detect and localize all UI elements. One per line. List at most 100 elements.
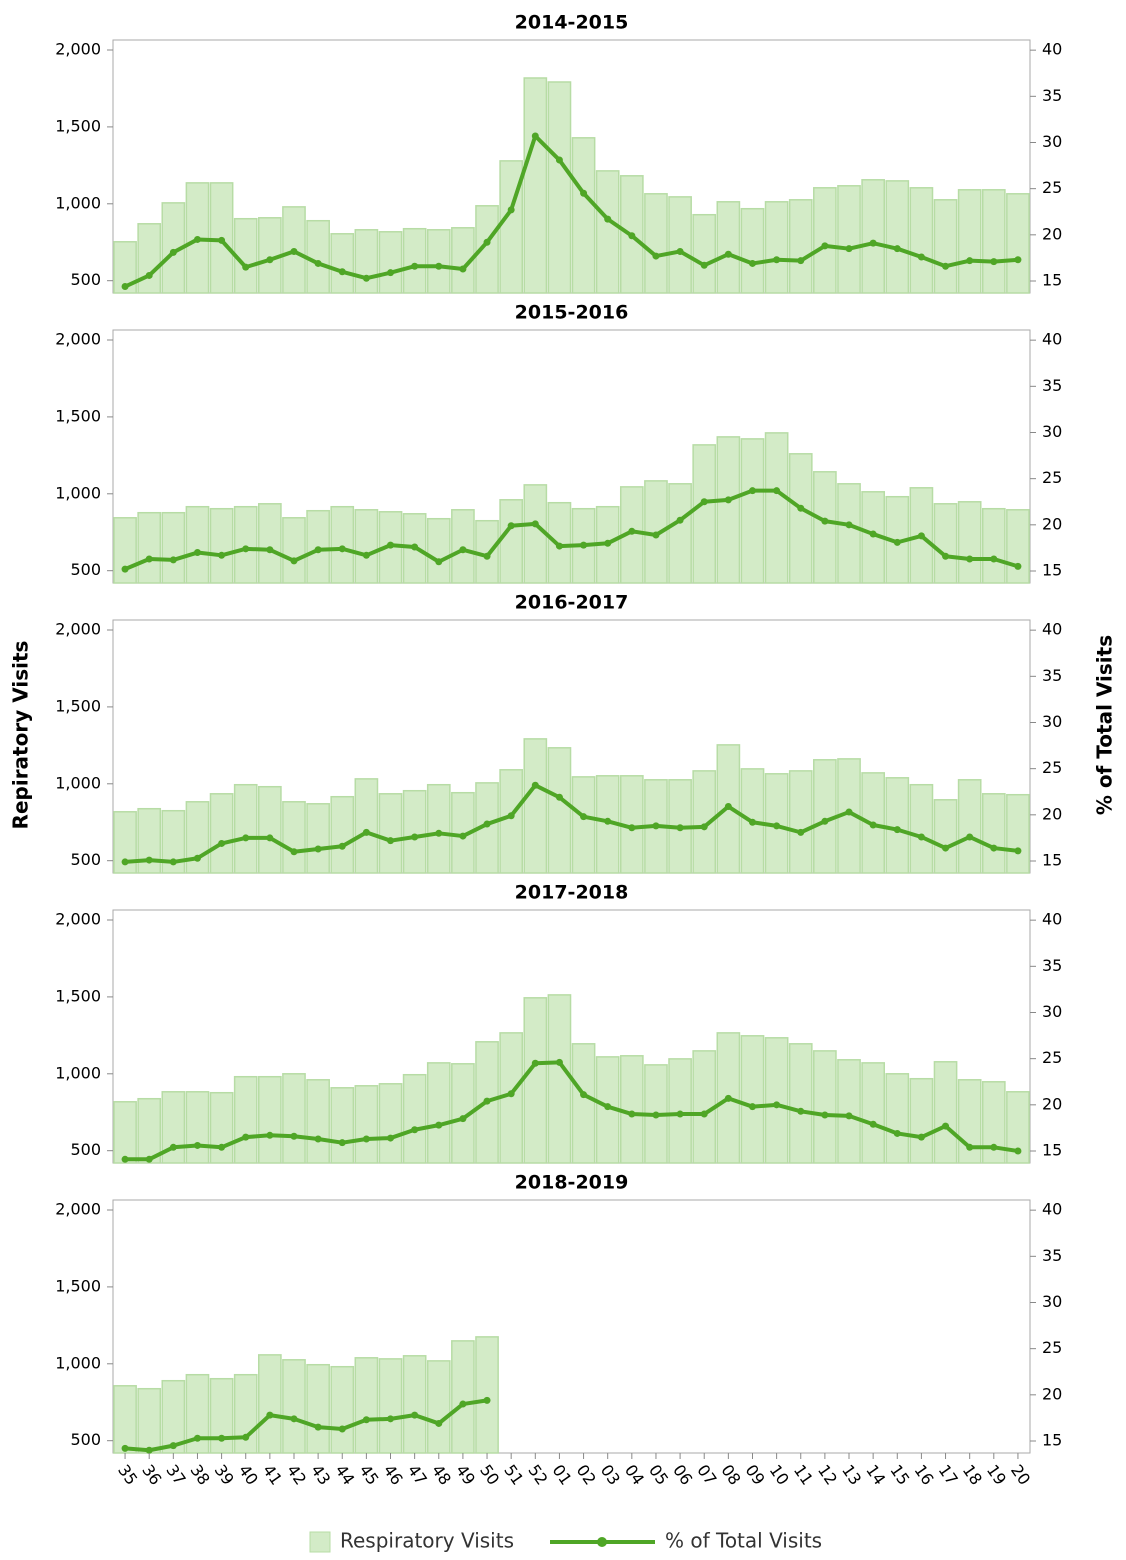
y2-tick-label: 15 bbox=[1042, 850, 1062, 869]
plot-frame bbox=[112, 329, 1031, 584]
y-tick-label: 1,500 bbox=[55, 1276, 101, 1295]
line-marker bbox=[893, 1129, 901, 1137]
line-marker bbox=[435, 1121, 443, 1129]
y-tick-label: 1,000 bbox=[55, 1353, 101, 1372]
line-marker bbox=[580, 813, 588, 821]
line-marker bbox=[169, 858, 177, 866]
x-tick-label: 44 bbox=[331, 1461, 358, 1489]
line-marker bbox=[604, 1103, 612, 1111]
line-marker bbox=[411, 1411, 419, 1419]
line bbox=[124, 783, 1019, 864]
bar bbox=[330, 505, 355, 584]
line-marker bbox=[773, 1101, 781, 1109]
line-marker bbox=[821, 1111, 829, 1119]
line-marker bbox=[411, 262, 419, 270]
line-marker bbox=[966, 257, 974, 265]
bar bbox=[933, 199, 958, 294]
line-marker bbox=[314, 259, 322, 267]
y-tick-label: 1,500 bbox=[55, 986, 101, 1005]
bar bbox=[185, 801, 210, 874]
bar bbox=[740, 438, 765, 584]
line bbox=[124, 488, 1019, 571]
bar bbox=[354, 509, 379, 584]
y-tick-label: 2,000 bbox=[55, 329, 101, 348]
line-marker bbox=[966, 833, 974, 841]
line-marker bbox=[1014, 1147, 1022, 1155]
bar bbox=[644, 193, 668, 294]
bar bbox=[137, 807, 162, 874]
line-marker bbox=[797, 828, 805, 836]
x-tick-label: 41 bbox=[259, 1461, 286, 1489]
line-marker bbox=[821, 817, 829, 825]
line-marker bbox=[169, 1143, 177, 1151]
x-tick-label: 11 bbox=[790, 1461, 817, 1489]
line-marker bbox=[748, 487, 756, 495]
line-marker bbox=[314, 1423, 322, 1431]
bar bbox=[1006, 509, 1030, 584]
panel-title: 2018-2019 bbox=[515, 1172, 629, 1194]
bar bbox=[306, 803, 330, 874]
bar bbox=[233, 1075, 258, 1164]
bar bbox=[282, 1073, 306, 1164]
line-marker bbox=[652, 531, 660, 539]
x-tick-label: 52 bbox=[524, 1461, 551, 1489]
panel-title: 2014-2015 bbox=[515, 12, 629, 34]
bar bbox=[837, 1059, 861, 1164]
bar bbox=[957, 501, 982, 584]
y2-tick-label: 20 bbox=[1042, 1094, 1062, 1113]
line-marker bbox=[773, 487, 781, 495]
bar bbox=[692, 444, 717, 584]
x-tick-label: 14 bbox=[862, 1461, 889, 1489]
y2-tick-label: 20 bbox=[1042, 804, 1062, 823]
line-marker bbox=[797, 504, 805, 512]
line-marker bbox=[797, 257, 805, 265]
y2-tick-label: 30 bbox=[1042, 132, 1062, 151]
bar bbox=[258, 785, 282, 874]
bar bbox=[354, 1357, 379, 1454]
line-marker bbox=[290, 247, 298, 255]
line-marker bbox=[676, 516, 684, 524]
y2-tick-label: 30 bbox=[1042, 422, 1062, 441]
bar bbox=[426, 229, 451, 294]
bar bbox=[523, 738, 548, 874]
bar bbox=[113, 241, 137, 294]
y2-tick-label: 35 bbox=[1042, 376, 1062, 395]
bar bbox=[909, 1077, 934, 1164]
y-tick-label: 1,000 bbox=[55, 193, 101, 212]
bar bbox=[378, 793, 403, 874]
x-tick-label: 18 bbox=[959, 1461, 986, 1489]
line-marker bbox=[459, 265, 467, 273]
y-tick-label: 2,000 bbox=[55, 39, 101, 58]
line-marker bbox=[411, 833, 419, 841]
line-marker bbox=[145, 1155, 153, 1163]
line-marker bbox=[580, 541, 588, 549]
line-marker bbox=[218, 839, 226, 847]
line-marker bbox=[869, 530, 877, 538]
bar bbox=[1006, 793, 1030, 874]
bar bbox=[933, 799, 958, 874]
line-marker bbox=[531, 781, 539, 789]
line-marker bbox=[966, 1143, 974, 1151]
y2-tick-label: 20 bbox=[1042, 514, 1062, 533]
bar bbox=[788, 1043, 813, 1164]
x-tick-label: 15 bbox=[886, 1461, 913, 1489]
line-marker bbox=[917, 253, 925, 261]
bar bbox=[813, 1050, 837, 1164]
line-marker bbox=[435, 829, 443, 837]
y2-tick-label: 30 bbox=[1042, 1292, 1062, 1311]
y2-tick-label: 20 bbox=[1042, 1384, 1062, 1403]
bar bbox=[233, 505, 258, 584]
line-marker bbox=[459, 832, 467, 840]
line-marker bbox=[893, 538, 901, 546]
bar bbox=[957, 779, 982, 874]
plot-frame bbox=[112, 1199, 1031, 1454]
line-marker bbox=[1014, 256, 1022, 264]
bar bbox=[885, 180, 910, 294]
line-marker bbox=[242, 834, 250, 842]
bar bbox=[523, 77, 548, 294]
bar bbox=[957, 189, 982, 294]
y-tick-label: 500 bbox=[70, 270, 101, 289]
line-marker bbox=[1014, 562, 1022, 570]
bar bbox=[740, 207, 765, 294]
line-marker bbox=[917, 1133, 925, 1141]
